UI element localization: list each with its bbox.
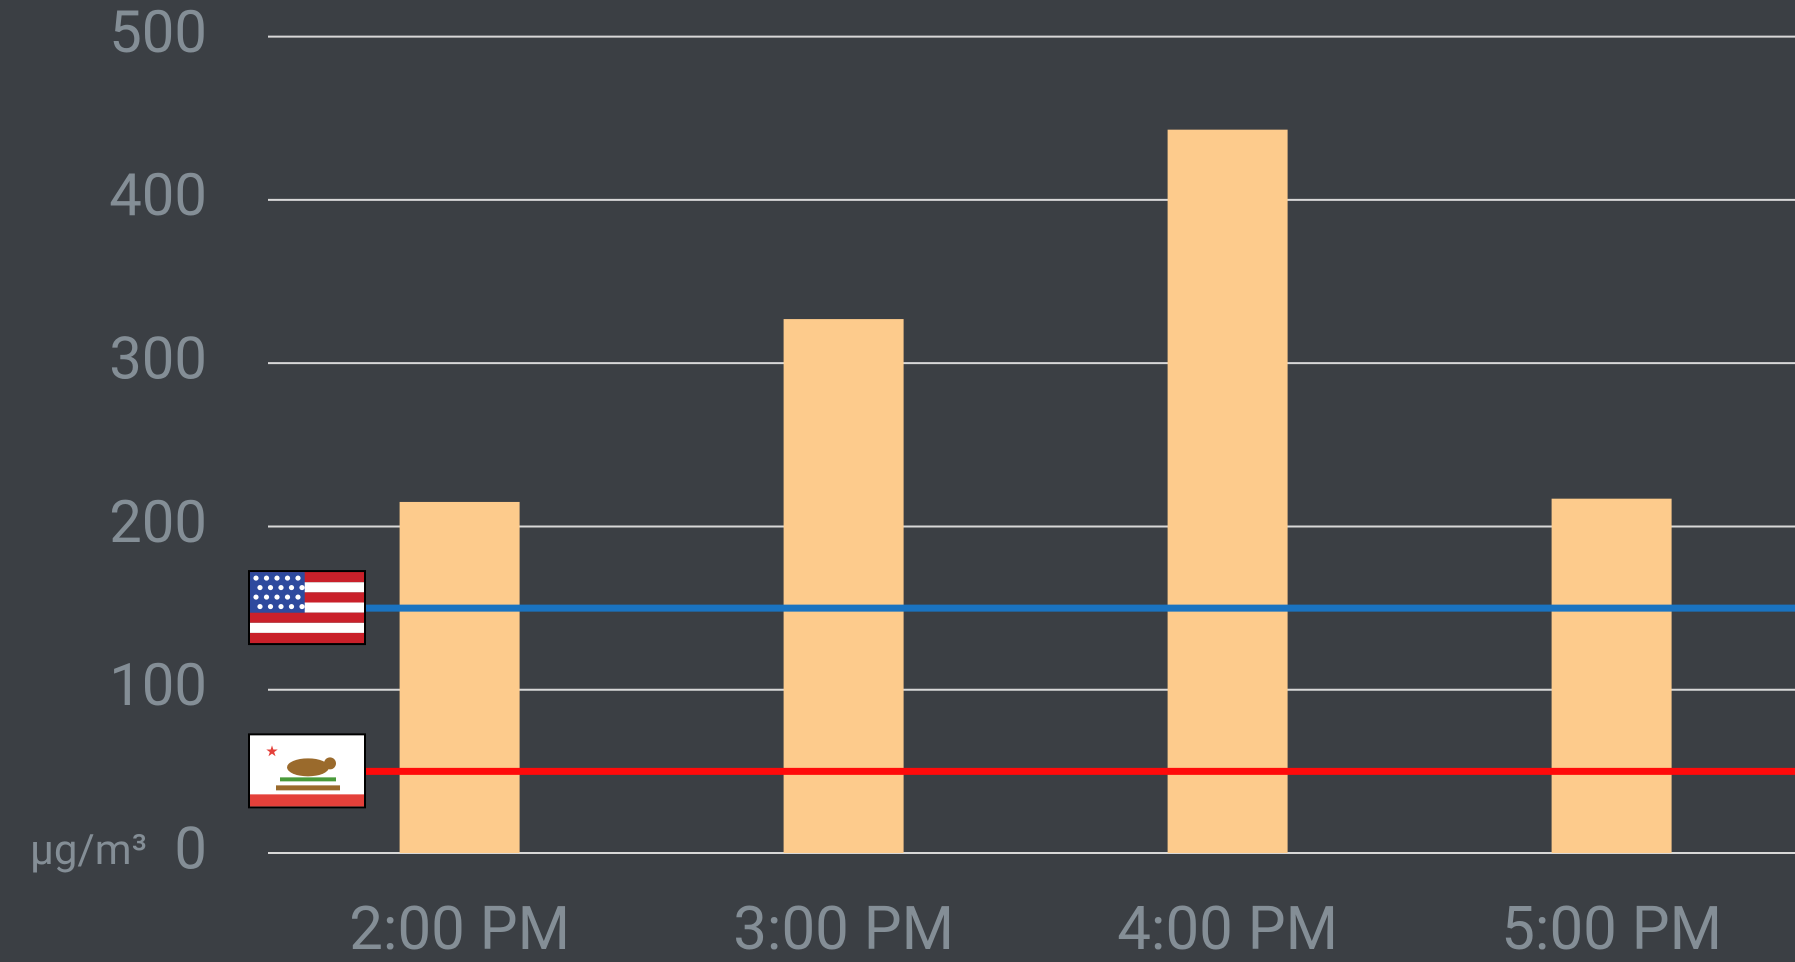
us-flag-stripe (250, 592, 364, 603)
ca-flag-star (266, 745, 278, 757)
flags (248, 570, 366, 809)
us-flag-star (295, 594, 301, 600)
y-tick-label: 200 (109, 489, 207, 557)
bar (1551, 498, 1672, 853)
bar (1167, 129, 1288, 853)
us-flag-star (278, 603, 284, 610)
y-tick-label: 100 (109, 652, 207, 720)
us-flag-star (274, 575, 280, 581)
ca-flag-stripe (250, 794, 364, 807)
x-tick-label: 4:00 PM (1117, 893, 1338, 962)
x-tick-label: 2:00 PM (349, 893, 570, 962)
us-flag-stripe (250, 582, 364, 593)
y-axis-label: µg/m³ (30, 826, 147, 875)
us-flag-stripe (250, 572, 364, 583)
ca-flag-bear-head (324, 757, 336, 770)
us-flag-star (267, 584, 274, 591)
y-tick-label: 0 (174, 815, 207, 883)
y-tick-label: 400 (109, 162, 207, 230)
us-flag-star (299, 603, 305, 610)
us-flag-star (274, 594, 280, 600)
us-flag-star (278, 584, 284, 591)
bar (399, 501, 520, 853)
x-tick-label: 3:00 PM (733, 893, 954, 962)
y-tick-label: 300 (109, 325, 207, 393)
us-flag-stripe (250, 602, 364, 613)
us-flag-stripe (250, 622, 364, 633)
bar (783, 319, 904, 853)
us-flag-star (253, 575, 259, 581)
us-flag-star (263, 594, 270, 600)
us-flag-star (267, 603, 274, 610)
us-flag-star (288, 603, 295, 610)
us-flag-star (284, 575, 291, 581)
ca-flag-grass (280, 777, 336, 782)
us-flag-star (284, 594, 291, 600)
ca-flag-bear (287, 758, 329, 777)
x-tick-label: 5:00 PM (1501, 893, 1722, 962)
ca-flag-text (276, 785, 340, 791)
us-flag-star (253, 594, 259, 600)
us-flag-star (263, 575, 270, 581)
us-flag-star (257, 603, 263, 610)
us-flag-stripe (250, 612, 364, 623)
us-flag-star (299, 584, 305, 591)
us-flag-stripe (250, 632, 364, 644)
us-flag-star (257, 584, 263, 591)
us-flag-star (295, 575, 301, 581)
us-flag-star (288, 584, 295, 591)
y-tick-label: 500 (109, 0, 207, 67)
